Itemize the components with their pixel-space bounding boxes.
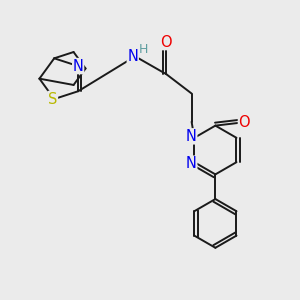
Text: O: O bbox=[238, 115, 250, 130]
Text: H: H bbox=[139, 43, 148, 56]
Text: N: N bbox=[186, 156, 197, 171]
Text: O: O bbox=[160, 34, 172, 50]
Text: N: N bbox=[186, 129, 197, 144]
Text: N: N bbox=[127, 49, 138, 64]
Text: S: S bbox=[48, 92, 57, 106]
Text: N: N bbox=[73, 58, 84, 74]
